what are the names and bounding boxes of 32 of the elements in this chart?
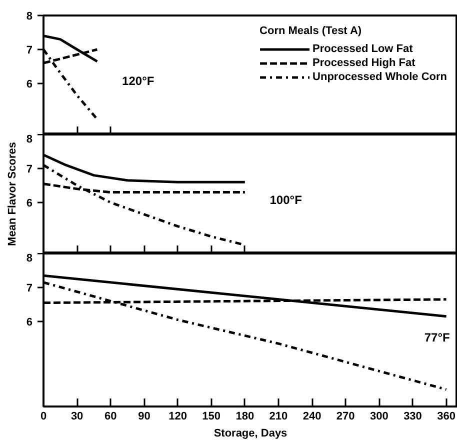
x-tick-label: 120	[168, 410, 187, 422]
y-tick-label: 8	[26, 252, 33, 264]
annotation: 100°F	[270, 192, 302, 207]
y-axis-title: Mean Flavor Scores	[6, 142, 18, 246]
x-tick-label: 180	[236, 410, 254, 422]
x-tick-label: 150	[202, 410, 221, 422]
x-tick-label: 30	[70, 410, 84, 422]
y-tick-label: 7	[26, 44, 33, 56]
legend-label: Processed High Fat	[312, 56, 416, 70]
x-tick-label: 0	[40, 410, 47, 422]
annotation: 77°F	[424, 330, 450, 345]
x-tick-label: 300	[370, 410, 388, 422]
line-series	[44, 34, 98, 63]
x-tick-label: 330	[404, 410, 422, 422]
x-tick-label: 270	[336, 410, 355, 422]
y-tick-label: 7	[26, 164, 33, 176]
x-tick-label: 90	[138, 410, 150, 422]
legend-title: Corn Meals (Test A)	[260, 25, 363, 37]
y-tick-label: 8	[26, 134, 33, 146]
x-axis-title: Storage, Days	[214, 428, 288, 440]
y-tick-label: 6	[26, 316, 33, 328]
x-tick-label: 60	[104, 410, 117, 422]
x-tick-label: 210	[269, 410, 288, 422]
legend-label: Unprocessed Whole Corn	[312, 70, 447, 84]
x-tick-label: 360	[437, 410, 456, 422]
y-tick-label: 7	[26, 282, 33, 294]
y-tick-label: 6	[26, 198, 33, 210]
y-tick-label: 6	[26, 78, 33, 90]
y-tick-label: 8	[26, 10, 33, 22]
legend-label: Processed Low Fat	[312, 42, 413, 56]
annotation: 120°F	[122, 74, 154, 88]
x-tick-label: 240	[302, 410, 322, 422]
